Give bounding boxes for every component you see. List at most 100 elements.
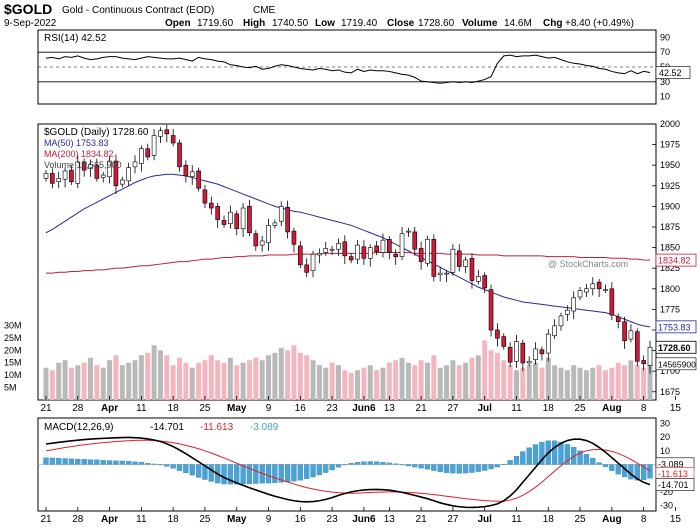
candle-body <box>634 331 640 362</box>
volume-bar <box>431 355 437 400</box>
candle-body <box>62 170 68 180</box>
x-tick-label: May <box>227 514 247 525</box>
candle-body <box>507 346 513 363</box>
macd-histogram-bar <box>310 464 316 478</box>
candle-body <box>113 160 119 187</box>
macd-legend-label: MACD(12,26,9) <box>44 422 113 433</box>
volume-bar <box>88 357 94 400</box>
volume-bar <box>501 360 507 400</box>
candle-body <box>177 142 182 168</box>
macd-histogram-bar <box>335 464 342 468</box>
candle-body <box>126 167 131 182</box>
macd-histogram-bar <box>316 464 323 476</box>
candle-body <box>50 173 55 184</box>
macd-histogram-bar <box>208 464 214 482</box>
candle-body <box>88 164 93 169</box>
ma50-legend: MA(50) 1753.83 <box>44 138 109 148</box>
x-tick-label: 23 <box>327 514 339 525</box>
candle-body <box>488 289 494 331</box>
volume-bar <box>227 357 233 400</box>
macd-histogram-bar <box>126 461 132 465</box>
volume-bar <box>488 350 494 400</box>
candle-body <box>406 230 411 233</box>
volume-bar <box>590 367 596 400</box>
volume-bar <box>164 355 170 400</box>
x-tick-label: Apr <box>101 514 118 525</box>
candle-body <box>495 329 500 339</box>
macd-histogram-bar <box>297 464 303 481</box>
volume-bar <box>424 362 430 400</box>
candle-body <box>317 253 322 256</box>
macd-histogram-bar <box>450 464 456 474</box>
x-tick-label: 25 <box>575 514 587 525</box>
volume-bar <box>234 365 240 400</box>
candle-body <box>304 264 309 273</box>
candle-body <box>266 225 271 243</box>
volume-bar <box>386 362 392 400</box>
macd-histogram-bar <box>482 464 488 471</box>
candle-body <box>323 248 329 253</box>
macd-tick-label: 10 <box>660 446 670 456</box>
x-tick-label: Aug <box>602 514 621 525</box>
candle-body <box>577 290 583 298</box>
candle-body <box>590 283 596 290</box>
macd-histogram-bar <box>494 464 501 468</box>
x-tick-label: 13 <box>384 514 396 525</box>
candle-body <box>189 171 195 178</box>
candle-body <box>107 160 112 178</box>
volume-bar <box>157 350 163 400</box>
candle-body <box>158 130 163 137</box>
price-tick-label: 1925 <box>660 181 680 191</box>
ma50-line <box>45 173 651 328</box>
candle-body <box>641 360 646 365</box>
macd-histogram-bar <box>43 457 49 465</box>
macd-histogram-bar <box>240 464 246 485</box>
volume-bar <box>564 370 570 400</box>
volume-bar <box>151 345 157 400</box>
chg-value: +8.40 (+0.49%) <box>565 18 634 29</box>
candle-body <box>234 213 240 229</box>
volume-bar <box>285 350 291 400</box>
volume-bar <box>552 365 558 400</box>
macd-legend-value: -14.701 <box>150 422 184 433</box>
candle-body <box>75 161 81 184</box>
volume-bar <box>189 367 195 400</box>
candle-body <box>565 309 570 315</box>
volume-bar <box>68 367 74 400</box>
volume-bar <box>399 357 405 400</box>
price-tick-label: 1825 <box>660 263 680 273</box>
ma50-last-tag <box>655 320 697 334</box>
macd-histogram-bar <box>564 444 570 465</box>
macd-histogram-bar <box>596 462 602 465</box>
candle-body <box>259 240 265 246</box>
candle-body <box>450 248 456 273</box>
high-label: High <box>243 18 265 29</box>
price-tick-label: 1775 <box>660 304 680 314</box>
volume-tick-label: 25M <box>4 333 22 343</box>
candle-body <box>374 245 379 253</box>
candle-body <box>622 321 627 341</box>
candle-body <box>444 272 449 275</box>
volume-bar <box>577 367 583 400</box>
candle-body <box>514 341 519 362</box>
macd-histogram-bar <box>469 464 475 473</box>
macd-tick-label: -30 <box>660 501 673 511</box>
volume-bar <box>246 360 252 400</box>
macd-panel: MACD(12,26,9) -14.701 -11.613 -3.089 30 2… <box>37 417 695 512</box>
volume-bar <box>583 370 589 400</box>
volume-bar <box>450 360 456 400</box>
macd-line <box>45 436 651 509</box>
candle-body <box>69 169 74 182</box>
ma200-legend: MA(200) 1834.82 <box>44 149 114 159</box>
macd-histogram-bar <box>323 464 329 473</box>
volume-bar <box>170 365 176 400</box>
x-tick-label: 8 <box>641 514 647 525</box>
candle-body <box>278 206 284 222</box>
macd-histogram-bar <box>354 462 361 465</box>
volume-bar <box>81 362 87 400</box>
x-tick-label: 9 <box>266 514 272 525</box>
ma200-last-tag-text: 1834.82 <box>658 256 691 266</box>
price-tick-label: 1900 <box>660 201 680 211</box>
volume-bar <box>259 360 265 400</box>
candle-body <box>463 259 468 267</box>
